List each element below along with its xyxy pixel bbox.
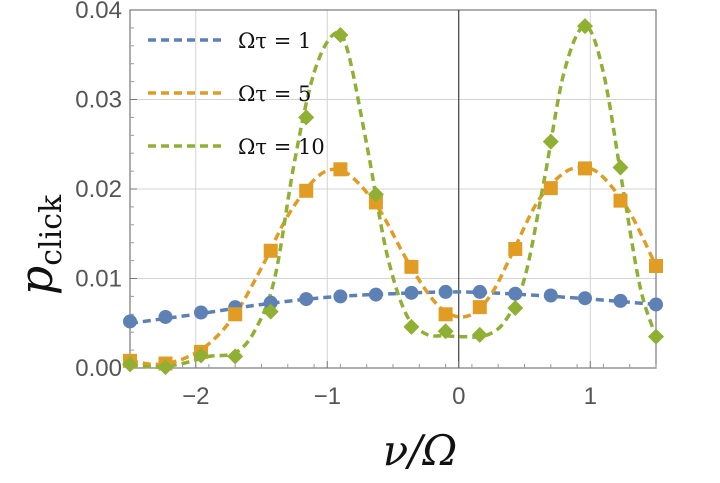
y-tick-label: 0.04: [75, 0, 122, 24]
data-point-series-2: [577, 161, 592, 176]
data-point-series-1: [263, 295, 278, 310]
y-axis-title-subscript: click: [34, 194, 69, 266]
data-point-series-2: [543, 181, 558, 196]
data-point-series-2: [438, 307, 453, 322]
data-point-series-2: [649, 258, 663, 273]
data-point-series-2: [472, 300, 487, 315]
y-tick-label: 0.00: [75, 355, 122, 382]
data-point-series-3: [227, 348, 244, 365]
x-tick-label: −1: [314, 383, 341, 410]
svg-text:pclick: pclick: [9, 194, 69, 295]
data-point-series-3: [471, 326, 488, 343]
y-tick-label: 0.03: [75, 87, 122, 114]
data-point-series-3: [193, 347, 210, 364]
data-point-series-3: [437, 323, 454, 340]
series-line-3: [129, 24, 658, 369]
data-point-series-3: [576, 18, 593, 35]
series-markers: [122, 18, 664, 376]
series-curves: [129, 24, 658, 369]
data-point-series-3: [403, 318, 420, 335]
y-axis-title-main: p: [9, 266, 63, 295]
grid-lines: [130, 9, 656, 369]
y-tick-label: 0.01: [75, 266, 122, 293]
x-tick-label: 0: [452, 383, 465, 410]
x-tick-label: −2: [182, 383, 209, 410]
data-point-series-3: [507, 300, 524, 317]
data-point-series-2: [333, 162, 348, 177]
data-point-series-1: [123, 314, 137, 329]
data-point-series-3: [332, 27, 349, 44]
data-point-series-1: [472, 284, 487, 299]
data-point-series-1: [194, 305, 209, 320]
data-point-series-3: [298, 109, 315, 126]
data-point-series-1: [368, 287, 383, 302]
data-point-series-2: [228, 307, 243, 322]
data-point-series-1: [543, 288, 558, 303]
data-point-series-1: [577, 291, 592, 306]
series-line-1: [129, 290, 657, 326]
data-point-series-1: [404, 285, 419, 300]
legend: Ωτ = 1 Ωτ = 5 Ωτ = 10: [148, 29, 325, 159]
data-point-series-3: [262, 303, 279, 320]
data-point-series-3: [122, 356, 138, 373]
data-point-series-1: [649, 297, 663, 312]
data-point-series-1: [508, 286, 523, 301]
data-point-series-3: [612, 159, 629, 176]
y-tick-label: 0.02: [75, 176, 122, 203]
data-point-series-1: [613, 293, 628, 308]
data-point-series-2: [404, 259, 419, 274]
data-point-series-3: [367, 186, 384, 203]
data-point-series-3: [157, 359, 174, 376]
data-point-series-2: [263, 243, 278, 258]
legend-label: Ωτ = 10: [238, 135, 325, 159]
legend-label: Ωτ = 5: [238, 82, 311, 106]
data-point-series-2: [508, 241, 523, 256]
series-line-2: [129, 165, 658, 367]
x-axis-ticks: −2 −1 0 1: [129, 361, 657, 410]
y-axis-title: pclick: [9, 194, 69, 295]
data-point-series-2: [299, 183, 314, 198]
x-tick-label: 1: [584, 383, 597, 410]
data-point-series-1: [333, 289, 348, 304]
data-point-series-2: [368, 195, 383, 210]
data-point-series-2: [613, 193, 628, 208]
x-axis-title: ν/Ω: [383, 426, 458, 475]
data-point-series-3: [542, 133, 559, 150]
data-point-series-1: [299, 292, 314, 307]
legend-label: Ωτ = 1: [238, 29, 311, 53]
data-point-series-1: [438, 284, 453, 299]
y-axis-ticks: 0.00 0.01 0.02 0.03 0.04: [75, 0, 137, 382]
data-point-series-1: [158, 309, 173, 324]
data-point-series-3: [648, 328, 664, 345]
